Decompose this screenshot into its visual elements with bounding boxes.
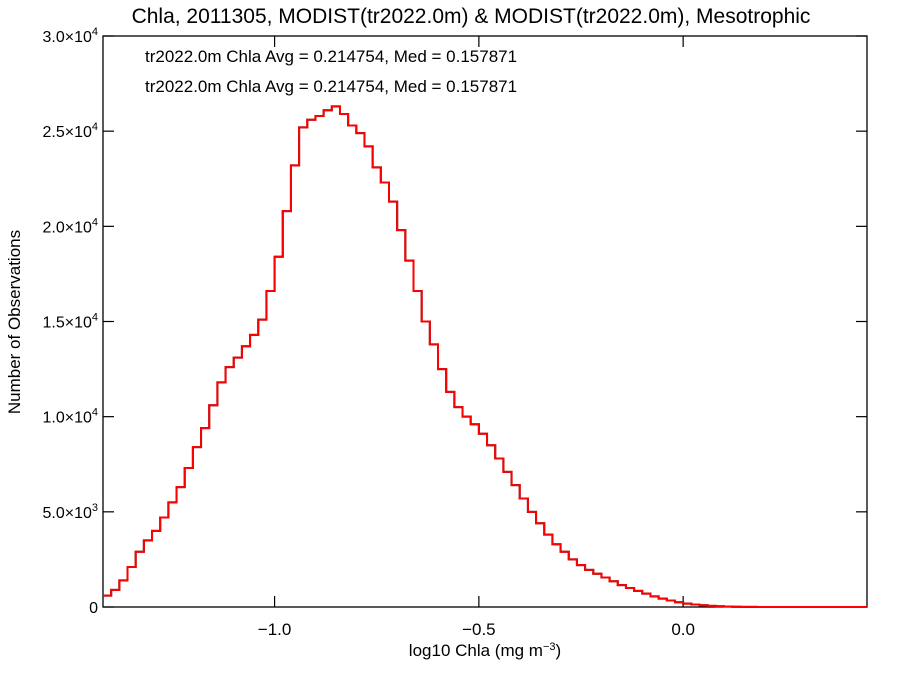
x-tick-label: −1.0: [258, 620, 292, 639]
y-tick-label: 1.5×104: [42, 312, 98, 332]
plot-area: −1.0 −0.5 0.0 0 5.0×103 1.0×104 1.5×104 2.0×10…: [42, 26, 868, 639]
y-tick-label: 1.0×104: [42, 407, 98, 427]
y-tick-label: 2.5×104: [42, 121, 98, 141]
y-tick-label: 2.0×104: [42, 216, 98, 236]
plot-frame: [102, 35, 868, 608]
y-tick-label: 0: [89, 600, 98, 617]
x-axis-ticks: −1.0 −0.5 0.0: [258, 36, 695, 639]
x-axis-label: log10 Chla (mg m−3): [409, 641, 561, 660]
x-tick-label: −0.5: [462, 620, 496, 639]
y-axis-label: Number of Observations: [5, 230, 24, 414]
annotation-red: tr2022.0m Chla Avg = 0.214754, Med = 0.1…: [145, 77, 517, 96]
chart-title: Chla, 2011305, MODIST(tr2022.0m) & MODIS…: [132, 5, 811, 28]
y-tick-label: 3.0×104: [42, 26, 98, 46]
series-layer: [103, 105, 867, 608]
annotation-black: tr2022.0m Chla Avg = 0.214754, Med = 0.1…: [145, 47, 517, 66]
x-tick-label: 0.0: [671, 620, 695, 639]
y-tick-label: 5.0×103: [42, 502, 98, 522]
histogram-series-1: [103, 105, 867, 608]
y-axis-ticks: 0 5.0×103 1.0×104 1.5×104 2.0×104 2.5×104 3.0×…: [42, 26, 867, 617]
histogram-series-0: [103, 105, 867, 608]
